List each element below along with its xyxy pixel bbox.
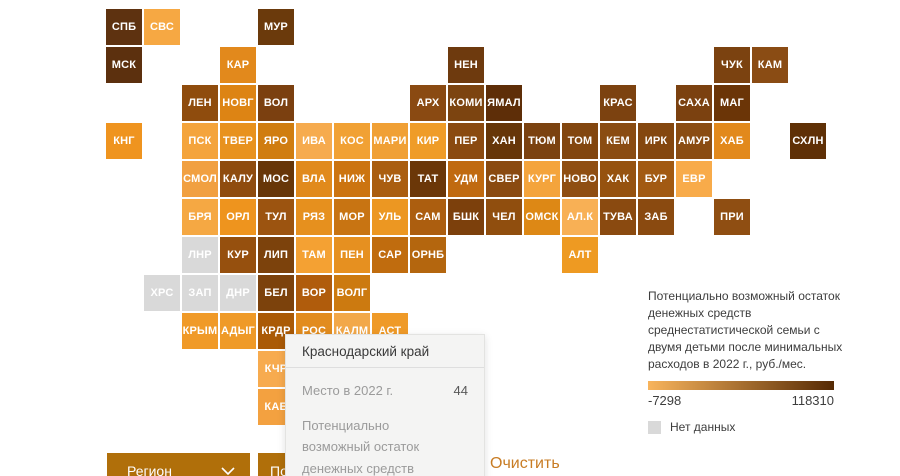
region-tile[interactable]: ЧЕЛ xyxy=(486,199,522,235)
region-tile[interactable]: ИВА xyxy=(296,123,332,159)
region-tile[interactable]: КАР xyxy=(220,47,256,83)
region-tile[interactable]: ХАБ xyxy=(714,123,750,159)
region-tile[interactable]: ТВЕР xyxy=(220,123,256,159)
region-tile[interactable]: ВОЛГ xyxy=(334,275,370,311)
tooltip-indicator-label: Потенциально возможный остаток денежных … xyxy=(302,417,420,476)
region-tile[interactable]: ЧУК xyxy=(714,47,750,83)
legend: Потенциально возможный остаток денежных … xyxy=(648,288,848,434)
region-tile[interactable]: ХРС xyxy=(144,275,180,311)
legend-no-data: Нет данных xyxy=(648,420,848,434)
region-tile[interactable]: БРЯ xyxy=(182,199,218,235)
region-dropdown-button[interactable]: Регион xyxy=(107,453,250,476)
region-tile[interactable]: ЯРО xyxy=(258,123,294,159)
region-tile[interactable]: КУР xyxy=(220,237,256,273)
region-tile[interactable]: ТОМ xyxy=(562,123,598,159)
region-tile[interactable]: МУР xyxy=(258,9,294,45)
region-tile[interactable]: ОМСК xyxy=(524,199,560,235)
region-tile[interactable]: КИР xyxy=(410,123,446,159)
region-tile[interactable]: САМ xyxy=(410,199,446,235)
region-tile[interactable]: ТАТ xyxy=(410,161,446,197)
region-tile[interactable]: ОРЛ xyxy=(220,199,256,235)
clear-selection-link[interactable]: Очистить xyxy=(490,455,560,472)
region-dropdown-label: Регион xyxy=(127,463,172,476)
region-tile[interactable]: АДЫГ xyxy=(220,313,256,349)
region-tile[interactable]: ЗАБ xyxy=(638,199,674,235)
region-tile[interactable]: МСК xyxy=(106,47,142,83)
region-tile[interactable]: ЛИП xyxy=(258,237,294,273)
region-tile[interactable]: ВОЛ xyxy=(258,85,294,121)
tooltip-region-name: Краснодарский край xyxy=(286,335,484,368)
region-tile[interactable]: ДНР xyxy=(220,275,256,311)
region-tile[interactable]: РЯЗ xyxy=(296,199,332,235)
legend-gradient-bar xyxy=(648,381,834,390)
tooltip-rank-value: 44 xyxy=(453,383,468,399)
region-tile[interactable]: БЕЛ xyxy=(258,275,294,311)
region-tile[interactable]: ВЛА xyxy=(296,161,332,197)
region-tile[interactable]: ПЕР xyxy=(448,123,484,159)
region-tile[interactable]: БШК xyxy=(448,199,484,235)
region-tile[interactable]: МАРИ xyxy=(372,123,408,159)
region-tile[interactable]: КОС xyxy=(334,123,370,159)
region-tile[interactable]: АЛТ xyxy=(562,237,598,273)
region-tile[interactable]: КРЫМ xyxy=(182,313,218,349)
region-tile[interactable]: МОС xyxy=(258,161,294,197)
region-tile[interactable]: ХАН xyxy=(486,123,522,159)
tooltip-rank-label: Место в 2022 г. xyxy=(302,383,394,398)
region-tile[interactable]: НИЖ xyxy=(334,161,370,197)
region-tile[interactable]: ВОР xyxy=(296,275,332,311)
legend-max-label: 118310 xyxy=(791,393,834,408)
region-tile[interactable]: ИРК xyxy=(638,123,674,159)
tooltip-rank-row: Место в 2022 г. 44 xyxy=(286,368,484,402)
region-tile[interactable]: СХЛН xyxy=(790,123,826,159)
region-tile[interactable]: ЕВР xyxy=(676,161,712,197)
region-tile[interactable]: КАМ xyxy=(752,47,788,83)
region-tile[interactable]: СПБ xyxy=(106,9,142,45)
legend-min-label: -7298 xyxy=(648,393,682,408)
region-tile[interactable]: ТЮМ xyxy=(524,123,560,159)
region-tile[interactable]: НОВО xyxy=(562,161,598,197)
region-tile[interactable]: АЛ.К xyxy=(562,199,598,235)
region-tile[interactable]: НОВГ xyxy=(220,85,256,121)
region-tile[interactable]: ЯМАЛ xyxy=(486,85,522,121)
region-tile[interactable]: АРХ xyxy=(410,85,446,121)
legend-range-labels: -7298 118310 xyxy=(648,393,834,408)
region-tile[interactable]: КУРГ xyxy=(524,161,560,197)
region-tile[interactable]: УЛЬ xyxy=(372,199,408,235)
region-tile[interactable]: ПЕН xyxy=(334,237,370,273)
region-tile[interactable]: САХА xyxy=(676,85,712,121)
region-tile[interactable]: НЕН xyxy=(448,47,484,83)
region-tile[interactable]: АМУР xyxy=(676,123,712,159)
region-tile[interactable]: ТУЛ xyxy=(258,199,294,235)
tooltip-indicator-row: Потенциально возможный остаток денежных … xyxy=(286,402,484,476)
region-tile[interactable]: КАЛУ xyxy=(220,161,256,197)
region-tile[interactable]: ТАМ xyxy=(296,237,332,273)
region-tile[interactable]: КОМИ xyxy=(448,85,484,121)
region-tile[interactable]: ЛНР xyxy=(182,237,218,273)
region-tile[interactable]: СВЕР xyxy=(486,161,522,197)
region-tile[interactable]: ЛЕН xyxy=(182,85,218,121)
region-tile[interactable]: КРАС xyxy=(600,85,636,121)
region-tile[interactable]: БУР xyxy=(638,161,674,197)
region-tile[interactable]: ТУВА xyxy=(600,199,636,235)
no-data-swatch xyxy=(648,420,661,434)
legend-title: Потенциально возможный остаток денежных … xyxy=(648,289,843,371)
chevron-down-icon xyxy=(221,467,235,476)
region-tile[interactable]: ЧУВ xyxy=(372,161,408,197)
region-tile[interactable]: МАГ xyxy=(714,85,750,121)
region-tile[interactable]: СМОЛ xyxy=(182,161,218,197)
region-tile[interactable]: КНГ xyxy=(106,123,142,159)
region-tile[interactable]: ОРНБ xyxy=(410,237,446,273)
region-tile[interactable]: ПРИ xyxy=(714,199,750,235)
region-tooltip: Краснодарский край Место в 2022 г. 44 По… xyxy=(285,334,485,476)
region-tile[interactable]: ЗАП xyxy=(182,275,218,311)
no-data-label: Нет данных xyxy=(670,420,736,434)
region-tile[interactable]: МОР xyxy=(334,199,370,235)
region-tile[interactable]: УДМ xyxy=(448,161,484,197)
region-tile[interactable]: СВС xyxy=(144,9,180,45)
region-tile[interactable]: ХАК xyxy=(600,161,636,197)
region-tile[interactable]: САР xyxy=(372,237,408,273)
region-tile[interactable]: ПСК xyxy=(182,123,218,159)
region-tile[interactable]: КЕМ xyxy=(600,123,636,159)
